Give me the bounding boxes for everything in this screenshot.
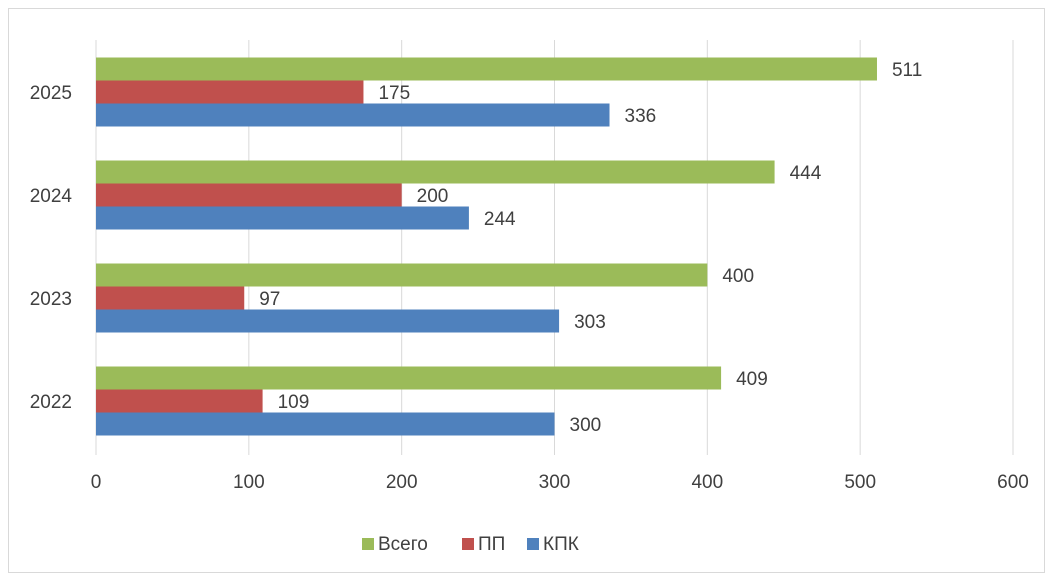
bar-Всего-2023 [96, 263, 708, 287]
x-tick-label: 200 [386, 472, 418, 493]
bar-ПП-2022 [96, 389, 263, 413]
bar-ПП-2024 [96, 183, 402, 207]
data-label: 200 [417, 186, 449, 207]
bar-Всего-2025 [96, 57, 877, 81]
category-label: 2022 [30, 392, 72, 413]
x-tick-label: 600 [997, 472, 1029, 493]
legend-swatch [527, 538, 539, 550]
data-label: 444 [790, 163, 822, 184]
bar-КПК-2024 [96, 206, 469, 230]
data-label: 300 [570, 415, 602, 436]
bar-Всего-2022 [96, 366, 722, 390]
x-tick-label: 100 [233, 472, 265, 493]
x-tick-label: 300 [539, 472, 571, 493]
legend-label: КПК [543, 534, 579, 555]
category-label: 2025 [30, 83, 72, 104]
bar-Всего-2024 [96, 160, 775, 184]
x-axis-ticks: 0 100 200 300 400 500 600 [91, 472, 1029, 493]
bar-ПП-2023 [96, 286, 245, 310]
legend-swatch [462, 538, 474, 550]
x-tick-label: 400 [691, 472, 723, 493]
y-axis-category-labels: 2022 2023 2024 2025 [30, 83, 73, 413]
bar-КПК-2025 [96, 103, 610, 127]
data-label: 97 [259, 289, 280, 310]
data-labels: 409 109 300 400 97 303 444 200 244 511 175 336 [259, 60, 922, 436]
data-label: 175 [378, 83, 410, 104]
data-label: 109 [278, 392, 310, 413]
legend-label: Всего [378, 534, 428, 555]
x-tick-label: 0 [91, 472, 102, 493]
legend-label: ПП [478, 534, 505, 555]
bar-ПП-2025 [96, 80, 364, 104]
data-label: 400 [722, 266, 754, 287]
bar-КПК-2023 [96, 309, 560, 333]
data-label: 511 [892, 60, 922, 81]
legend: Всего ПП КПК [362, 534, 579, 555]
data-label: 336 [625, 106, 657, 127]
data-label: 244 [484, 209, 516, 230]
legend-swatch [362, 538, 374, 550]
category-label: 2024 [30, 186, 73, 207]
bar-КПК-2022 [96, 412, 555, 436]
category-label: 2023 [30, 289, 72, 310]
data-label: 409 [736, 369, 768, 390]
data-label: 303 [574, 312, 606, 333]
bars [96, 57, 877, 436]
x-tick-label: 500 [844, 472, 876, 493]
